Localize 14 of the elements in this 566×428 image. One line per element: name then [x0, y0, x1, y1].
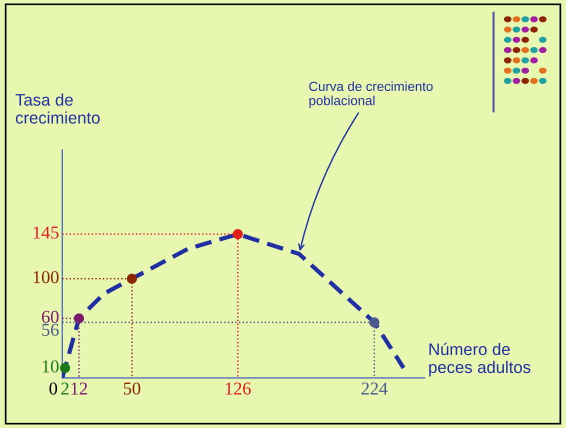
y-axis-title: Tasa de crecimiento: [16, 94, 100, 124]
y-tick-label: 100: [34, 271, 59, 284]
x-tick-label: 126: [226, 382, 251, 395]
x-tick-label: 0: [49, 382, 58, 395]
y-tick-label: 60: [42, 310, 59, 323]
y-tick-label: 145: [34, 226, 59, 239]
x-tick-label: 12: [72, 382, 88, 394]
y-tick-label: 10: [42, 360, 59, 373]
x-axis-title: Número de peces adultos: [429, 342, 530, 376]
x-tick-label: 50: [124, 382, 140, 395]
x-tick-label: 224: [362, 382, 388, 394]
x-tick-label: 2: [61, 382, 69, 394]
annotation: Curva de crecimiento poblacional: [309, 81, 433, 108]
y-tick-label: 56: [42, 324, 59, 336]
